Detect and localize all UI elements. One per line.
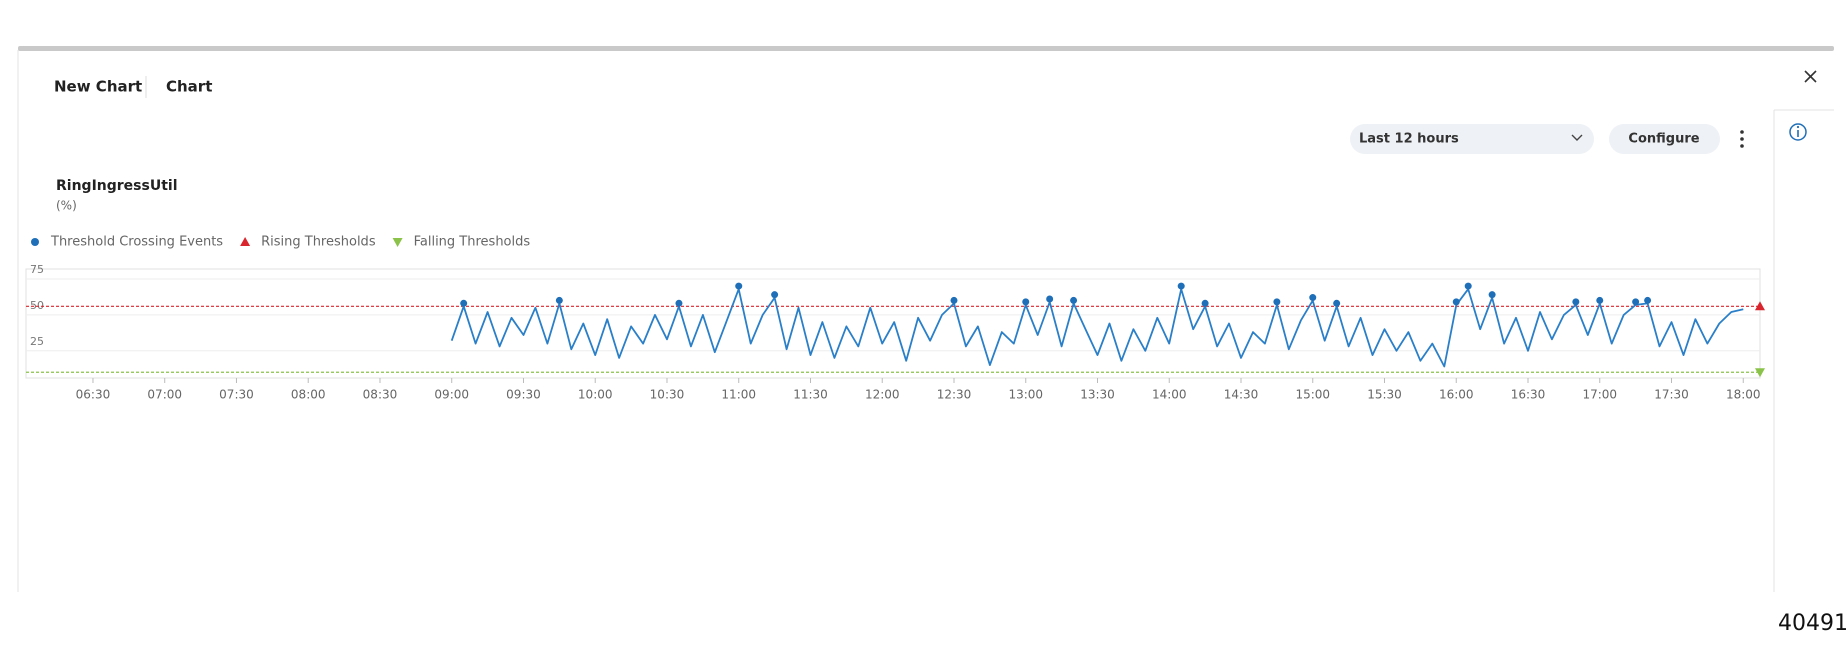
info-icon[interactable] <box>1789 123 1807 141</box>
legend-marker <box>392 238 403 247</box>
x-tick-label: 11:00 <box>721 388 756 402</box>
threshold-crossing-event <box>460 299 468 307</box>
x-tick-label: 17:00 <box>1582 388 1617 402</box>
x-tick-label: 10:30 <box>650 388 685 402</box>
x-tick-label: 16:30 <box>1511 388 1546 402</box>
x-tick-label: 08:00 <box>291 388 326 402</box>
more-menu[interactable] <box>1740 130 1744 148</box>
figure-id: 40491 <box>1778 611 1848 636</box>
button-label: Configure <box>1628 132 1699 147</box>
threshold-crossing-event <box>950 296 958 304</box>
y-tick-label: 50 <box>30 299 44 312</box>
y-tick-label: 75 <box>30 263 44 276</box>
threshold-crossing-event <box>1046 295 1054 303</box>
x-tick-label: 06:30 <box>76 388 111 402</box>
x-tick-label: 14:30 <box>1224 388 1259 402</box>
plot-area <box>25 268 1761 379</box>
threshold-crossing-event <box>1309 294 1317 302</box>
threshold-crossing-event <box>1273 298 1281 306</box>
threshold-crossing-event <box>1070 296 1078 304</box>
threshold-crossing-event <box>1333 299 1341 307</box>
y-tick-label: 25 <box>30 335 44 348</box>
x-tick-label: 12:00 <box>865 388 900 402</box>
threshold-crossing-event <box>1022 298 1030 306</box>
x-tick-label: 14:00 <box>1152 388 1187 402</box>
threshold-crossing-event <box>1632 298 1640 306</box>
chart-title: RingIngressUtil <box>56 178 178 194</box>
tab[interactable]: Chart <box>166 78 212 96</box>
card-top-border <box>18 46 1834 51</box>
x-tick-label: 07:00 <box>147 388 182 402</box>
x-tick-label: 13:30 <box>1080 388 1115 402</box>
threshold-crossing-event <box>771 291 779 299</box>
legend-label: Threshold Crossing Events <box>50 235 223 250</box>
x-tick-label: 13:00 <box>1008 388 1043 402</box>
x-tick-label: 09:00 <box>434 388 469 402</box>
time-range-dropdown[interactable]: Last 12 hours <box>1350 124 1594 154</box>
threshold-marker <box>1755 368 1765 378</box>
x-tick-label: 18:00 <box>1726 388 1761 402</box>
x-tick-label: 10:00 <box>578 388 613 402</box>
x-tick-label: 15:00 <box>1295 388 1330 402</box>
x-tick-label: 11:30 <box>793 388 828 402</box>
threshold-marker <box>1755 301 1765 311</box>
x-tick-label: 16:00 <box>1439 388 1474 402</box>
x-tick-label: 08:30 <box>363 388 398 402</box>
x-tick-label: 17:30 <box>1654 388 1689 402</box>
chart-subtitle: (%) <box>56 199 77 213</box>
threshold-crossing-event <box>1644 296 1652 304</box>
threshold-crossing-event <box>1464 282 1472 290</box>
threshold-crossing-event <box>1488 291 1496 299</box>
threshold-crossing-event <box>735 282 743 290</box>
legend-label: Rising Thresholds <box>261 235 376 250</box>
threshold-crossing-event <box>1596 296 1604 304</box>
legend-marker <box>240 237 251 246</box>
data-line <box>450 288 1744 368</box>
legend-marker <box>31 238 39 246</box>
dropdown-label: Last 12 hours <box>1359 132 1459 147</box>
threshold-crossing-event <box>1201 299 1209 307</box>
close-button[interactable] <box>1804 70 1817 83</box>
configure-button[interactable]: Configure <box>1609 124 1720 154</box>
threshold-crossing-event <box>1572 298 1580 306</box>
x-tick-label: 07:30 <box>219 388 254 402</box>
threshold-crossing-event <box>555 296 563 304</box>
tab[interactable]: New Chart <box>54 78 142 96</box>
threshold-crossing-event <box>1177 282 1185 290</box>
x-tick-label: 09:30 <box>506 388 541 402</box>
x-tick-label: 15:30 <box>1367 388 1402 402</box>
threshold-crossing-event <box>1452 298 1460 306</box>
x-tick-label: 12:30 <box>937 388 972 402</box>
legend-label: Falling Thresholds <box>414 235 531 250</box>
threshold-crossing-event <box>675 299 683 307</box>
